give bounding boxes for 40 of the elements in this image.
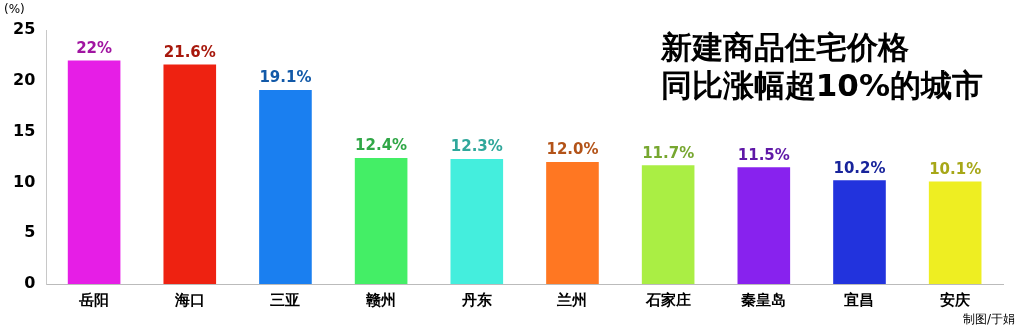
bar — [450, 159, 504, 284]
text: 同比涨幅超10%的城市 — [660, 67, 983, 103]
data-label: 10.2% — [833, 158, 886, 177]
bar — [354, 158, 408, 284]
x-tick-label: 石家庄 — [644, 290, 691, 309]
x-tick-label: 海口 — [173, 290, 205, 309]
data-label: 11.5% — [737, 145, 790, 164]
y-tick-label: 15 — [13, 120, 36, 140]
data-label: 19.1% — [259, 68, 312, 87]
bar — [737, 167, 791, 284]
data-label: 11.7% — [642, 143, 695, 162]
x-tick-label: 安庆 — [940, 290, 971, 309]
data-label: 12.4% — [355, 136, 408, 155]
x-tick-label: 兰州 — [556, 290, 588, 309]
bar — [641, 165, 695, 284]
data-label: 12.3% — [450, 137, 503, 156]
chart-title: 新建商品住宅价格 — [660, 29, 909, 65]
y-tick-label: 20 — [13, 69, 36, 89]
x-tick-label: 秦皇岛 — [741, 290, 787, 309]
text: 制图/于娟 — [962, 311, 1015, 328]
y-axis-title: (%) — [4, 2, 25, 16]
data-label: 21.6% — [163, 42, 216, 61]
bar — [833, 180, 886, 284]
x-tick-label: 赣州 — [365, 290, 397, 309]
x-tick-label: 丹东 — [460, 290, 492, 309]
data-label: 10.1% — [929, 159, 982, 178]
y-tick-label: 25 — [13, 19, 36, 39]
data-label: 22% — [76, 38, 113, 57]
bar — [67, 60, 121, 284]
bar — [163, 64, 217, 284]
y-tick-label: 0 — [24, 273, 36, 293]
x-tick-label: 岳阳 — [78, 290, 110, 309]
data-label: 12.0% — [546, 140, 599, 159]
y-tick-label: 10 — [13, 171, 36, 191]
x-tick-label: 宜昌 — [844, 290, 875, 309]
bar — [259, 89, 312, 284]
bar — [546, 162, 599, 284]
bar — [928, 181, 982, 284]
y-tick-label: 5 — [24, 222, 36, 242]
x-tick-label: 三亚 — [270, 290, 301, 309]
